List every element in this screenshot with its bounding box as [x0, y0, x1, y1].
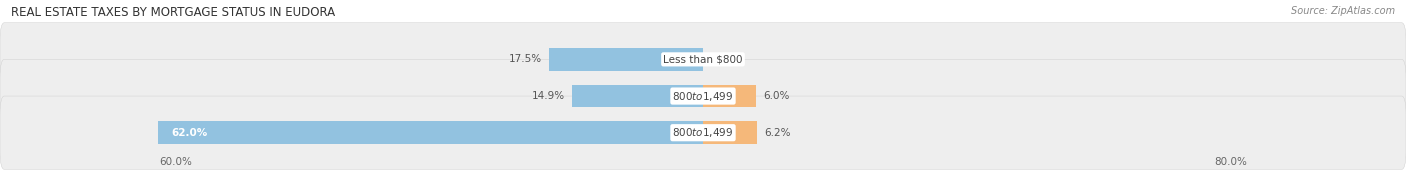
Text: 6.2%: 6.2% — [765, 128, 792, 138]
Text: $800 to $1,499: $800 to $1,499 — [672, 90, 734, 103]
Text: Less than $800: Less than $800 — [664, 54, 742, 64]
Bar — [159, 121, 703, 144]
Text: 14.9%: 14.9% — [531, 91, 565, 101]
Text: REAL ESTATE TAXES BY MORTGAGE STATUS IN EUDORA: REAL ESTATE TAXES BY MORTGAGE STATUS IN … — [11, 6, 336, 19]
Text: 0.0%: 0.0% — [710, 54, 737, 64]
Text: 17.5%: 17.5% — [509, 54, 543, 64]
Text: $800 to $1,499: $800 to $1,499 — [672, 126, 734, 139]
Bar — [703, 121, 758, 144]
Bar — [572, 85, 703, 107]
FancyBboxPatch shape — [0, 96, 1406, 169]
Bar — [550, 48, 703, 71]
FancyBboxPatch shape — [0, 23, 1406, 96]
Bar — [703, 85, 756, 107]
FancyBboxPatch shape — [0, 59, 1406, 133]
Text: Source: ZipAtlas.com: Source: ZipAtlas.com — [1291, 6, 1395, 16]
Text: 62.0%: 62.0% — [172, 128, 208, 138]
Text: 6.0%: 6.0% — [762, 91, 789, 101]
